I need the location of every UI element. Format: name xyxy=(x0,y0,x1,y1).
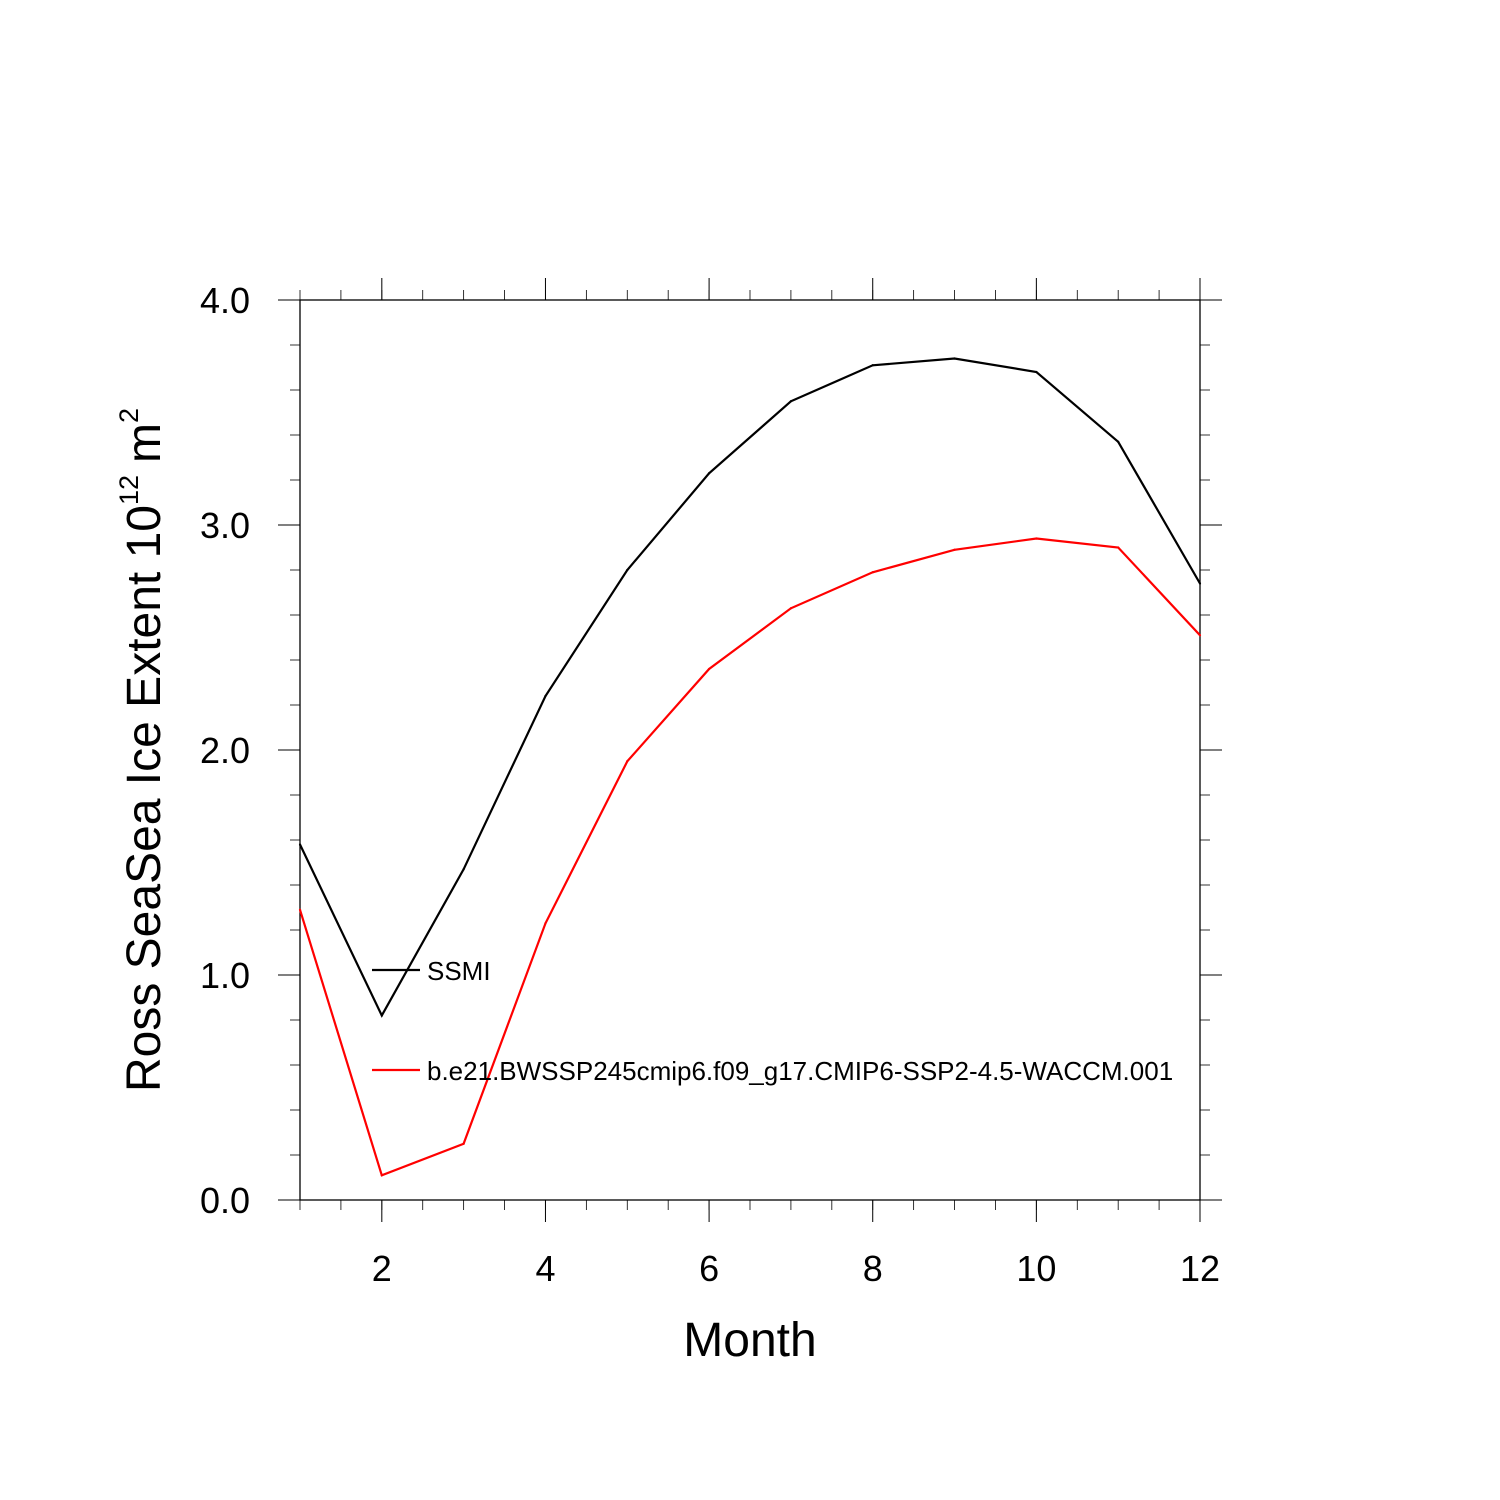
series-2-point xyxy=(544,922,547,925)
series-2-point xyxy=(462,1142,465,1145)
x-tick-label: 12 xyxy=(1180,1248,1220,1289)
series-2-point xyxy=(1198,634,1202,637)
y-tick-label: 2.0 xyxy=(200,730,250,771)
y-axis-title-exponent: 12 xyxy=(114,475,144,505)
series-1-point xyxy=(544,694,547,698)
series-1-point xyxy=(462,868,465,871)
legend-label-2: b.e21.BWSSP245cmip6.f09_g17.CMIP6-SSP2-4… xyxy=(427,1056,1173,1086)
y-tick-label: 3.0 xyxy=(200,505,250,546)
x-tick-label: 6 xyxy=(699,1248,719,1289)
y-axis-title-unit-exponent: 2 xyxy=(114,408,144,423)
series-2-point xyxy=(1035,537,1038,540)
x-tick-label: 2 xyxy=(372,1248,392,1289)
legend-label-1: SSMI xyxy=(427,956,491,986)
series-2-point xyxy=(953,548,956,551)
series-1-point xyxy=(789,400,793,403)
series-1-point xyxy=(380,1014,383,1017)
y-tick-label: 0.0 xyxy=(200,1180,250,1221)
y-tick-label: 1.0 xyxy=(200,955,250,996)
series-2-point xyxy=(380,1174,383,1177)
y-axis-title-unit: m xyxy=(118,423,171,463)
series-1-point xyxy=(1117,440,1120,443)
series-line-1 xyxy=(299,357,1201,1018)
x-tick-label: 8 xyxy=(863,1248,883,1289)
series-2-point xyxy=(1117,546,1120,549)
series-2-point xyxy=(789,607,793,610)
series-2-point xyxy=(626,760,629,763)
series-1-point xyxy=(1198,582,1202,585)
y-tick-labels: 0.0 1.0 2.0 3.0 4.0 xyxy=(200,280,250,1221)
y-tick-label: 4.0 xyxy=(200,280,250,321)
x-axis-title: Month xyxy=(683,1314,816,1367)
x-tick-label: 4 xyxy=(535,1248,555,1289)
series-2-point xyxy=(707,667,711,671)
x-tick-labels: 2 4 6 8 10 12 xyxy=(372,1248,1220,1289)
plot-frame xyxy=(299,299,1201,1201)
series-line-2 xyxy=(298,537,1201,1177)
series-1-point xyxy=(298,843,302,846)
series-1-point xyxy=(871,364,874,367)
series-1-point xyxy=(953,357,956,360)
series-1-point xyxy=(1035,370,1038,374)
series-2-point xyxy=(298,908,302,911)
y-axis-title-text: Ross SeaSea Ice Extent 10 xyxy=(118,505,171,1092)
series-2-point xyxy=(871,571,874,574)
series-1-point xyxy=(626,568,629,572)
major-ticks xyxy=(278,278,1222,1222)
series-layer xyxy=(298,357,1202,1177)
y-axis-title: Ross SeaSea Ice Extent 1012 m2 xyxy=(114,408,171,1092)
legend: SSMI b.e21.BWSSP245cmip6.f09_g17.CMIP6-SS… xyxy=(372,956,1173,1086)
x-tick-label: 10 xyxy=(1016,1248,1056,1289)
series-1-point xyxy=(707,472,711,475)
